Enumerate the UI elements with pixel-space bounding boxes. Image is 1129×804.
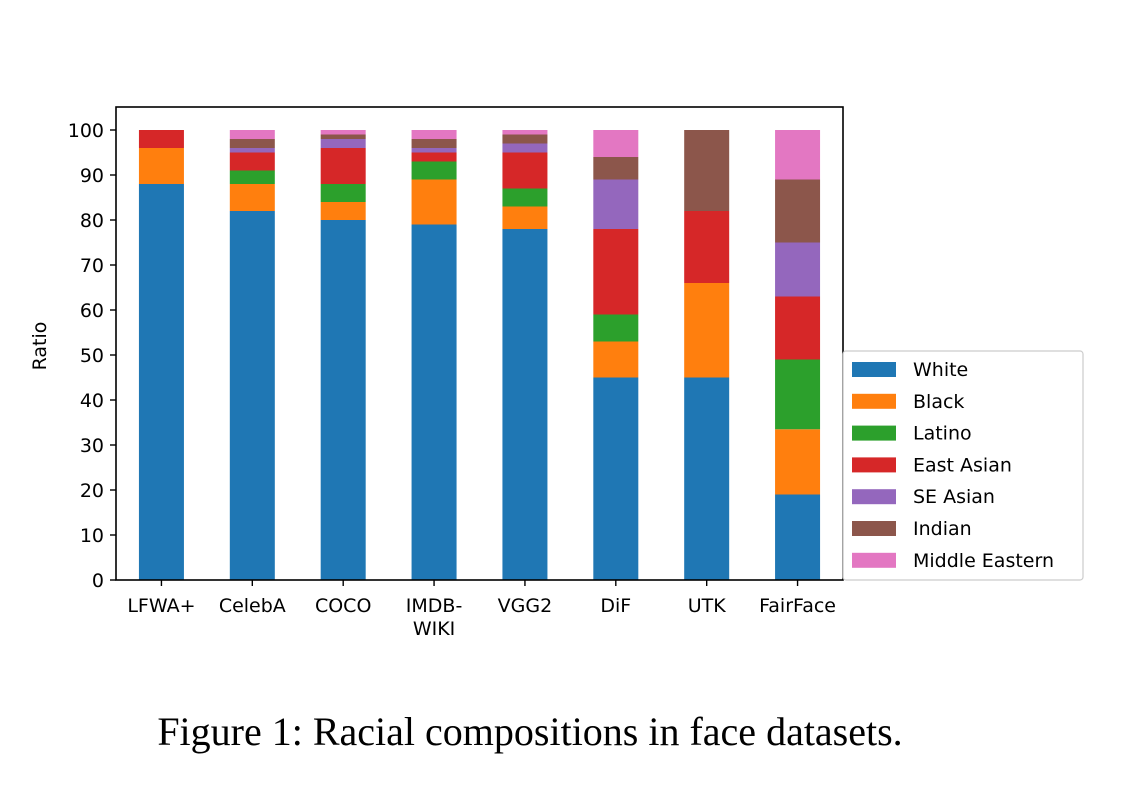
y-tick-label: 30 [80,435,104,457]
bar-segment [684,211,730,283]
bar-segment [593,157,639,180]
bar-segment [229,148,275,153]
bar-segment [320,202,366,220]
bar-segment [411,130,457,139]
bar-segment [684,283,730,378]
legend-box [842,350,1084,581]
x-tick-label: IMDB-WIKI [406,595,463,640]
legend-label: Middle Eastern [913,550,1054,572]
legend: White Black Latino East Asian SE Asian Indian… [842,350,1084,581]
bar-segment [502,229,548,580]
bar-segment [320,139,366,148]
bar-segment [138,184,184,580]
x-tick-label: CelebA [219,595,286,617]
bar-segment [320,134,366,139]
x-tick-label: LFWA+ [127,595,195,617]
bar-segment [593,377,639,580]
bar-segment [775,429,821,495]
legend-label: White [913,359,968,381]
y-tick-label: 80 [80,210,104,232]
bar-segment [502,143,548,153]
bar-segment [593,314,639,342]
bar-segment [502,206,548,229]
bar-segment [502,130,548,135]
x-axis-ticks: LFWA+ CelebA COCO IMDB-WIKI VGG2 DiF UTK FairFa… [127,580,836,640]
bar-segment [229,184,275,211]
bar-segment [411,224,457,580]
y-tick-label: 100 [68,120,104,142]
y-tick-label: 60 [80,300,104,322]
y-tick-label: 20 [80,480,104,502]
bar-segment [593,130,639,157]
bar-segment [320,220,366,580]
bar-segment [502,152,548,189]
legend-label: SE Asian [913,486,995,508]
bar-segment [411,161,457,180]
x-tick-label: VGG2 [498,595,553,617]
bar-segment [411,179,457,225]
bar-segment [775,359,821,430]
y-tick-label: 40 [80,390,104,412]
bar-segment [411,148,457,153]
bar-segment [411,152,457,162]
figure-caption: Figure 1: Racial compositions in face da… [157,709,903,754]
bar-segment [229,211,275,580]
bar-segment [775,130,821,180]
y-tick-label: 50 [80,345,104,367]
x-tick-label: DiF [600,595,631,617]
legend-swatch [852,552,896,568]
legend-swatch [852,489,896,505]
bar-segment [775,242,821,297]
bar-segment [775,296,821,360]
stacked-bar-chart: 0 10 20 30 40 50 60 70 80 90 100 LFWA+ CelebA COCO IM… [29,106,1084,640]
bar-segment [775,494,821,580]
plot-frame [115,106,844,581]
y-axis-label: Ratio [29,322,51,371]
x-tick-label: FairFace [759,595,836,617]
bar-segment [411,139,457,148]
bar-segment [502,134,548,144]
x-tick-label: UTK [688,595,727,617]
bar-segment [775,179,821,243]
bar-segment [229,152,275,171]
bar-segment [593,229,639,315]
bar-segment [320,148,366,184]
legend-swatch [852,457,896,473]
legend-swatch [852,521,896,536]
bar-segment [684,377,730,580]
bar-segment [138,148,184,184]
bars-layer [138,130,821,580]
y-tick-label: 10 [80,525,104,547]
bar-segment [229,139,275,148]
bar-segment [320,130,366,135]
y-tick-label: 0 [92,570,104,592]
y-tick-label: 70 [80,255,104,277]
y-tick-label: 90 [80,165,104,187]
bar-segment [229,130,275,139]
bar-segment [684,130,730,211]
bar-segment [138,130,184,148]
legend-label: Indian [913,518,972,540]
bar-segment [502,188,548,207]
legend-label: Black [913,391,964,413]
bar-segment [320,184,366,202]
legend-swatch [852,393,896,409]
bar-segment [593,341,639,378]
legend-label: Latino [913,423,972,445]
legend-swatch [852,425,896,441]
y-axis-ticks: 0 10 20 30 40 50 60 70 80 90 100 [68,120,116,592]
bar-segment [229,170,275,184]
legend-swatch [852,362,896,377]
legend-label: East Asian [913,454,1012,476]
x-tick-label: COCO [315,595,371,617]
bar-segment [593,179,639,229]
